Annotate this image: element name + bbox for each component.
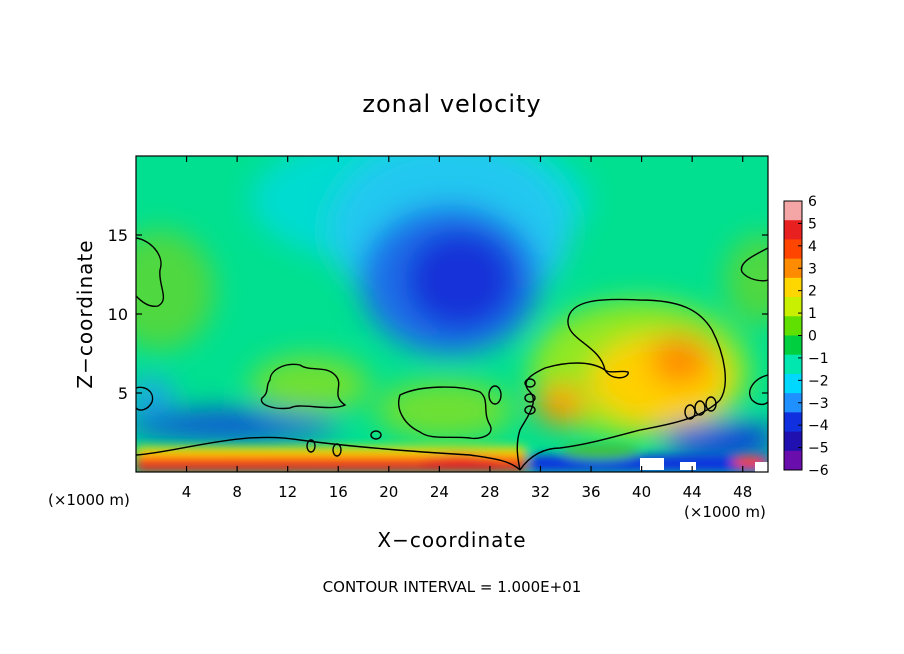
- field-patch: [640, 458, 664, 470]
- x-axis-title: X−coordinate: [377, 528, 526, 552]
- x-tick-label: 40: [632, 483, 651, 501]
- colorbar-label: −4: [808, 418, 829, 434]
- colorbar-label: −2: [808, 373, 829, 389]
- field-patch: [660, 422, 768, 458]
- colorbar-label: 1: [808, 306, 817, 322]
- colorbar-swatch: [784, 201, 802, 221]
- colorbar-label: 3: [808, 261, 817, 277]
- x-unit-label-right: (×1000 m): [684, 503, 766, 521]
- x-tick-label: 44: [683, 483, 702, 501]
- colorbar-swatch: [784, 431, 802, 452]
- field-patch: [535, 385, 585, 425]
- field-patch: [650, 335, 710, 385]
- colorbar-label: −6: [808, 463, 829, 479]
- colorbar-swatch: [784, 450, 802, 471]
- contour-line: [260, 363, 347, 410]
- x-tick-label: 36: [581, 483, 600, 501]
- colorbar-swatch: [784, 316, 802, 336]
- velocity-field: [136, 156, 768, 458]
- colorbar-swatch: [784, 239, 802, 260]
- field-patch: [136, 461, 526, 472]
- y-axis: 5 10 15: [108, 226, 768, 403]
- field-patch: [375, 380, 515, 440]
- field-patch: [755, 462, 768, 472]
- y-tick-label: 15: [108, 226, 128, 245]
- x-tick-label: 28: [480, 483, 499, 501]
- contour-line: [398, 386, 492, 440]
- field-patch: [136, 411, 340, 439]
- contour-line: [136, 386, 154, 411]
- contour-line: [740, 247, 768, 282]
- plot-area: [136, 156, 768, 472]
- colorbar-swatch: [784, 335, 802, 356]
- x-axis: 4 8 12 16 20 24 28 32 36 40 44 48: [182, 156, 752, 501]
- field-patch: [136, 455, 526, 465]
- colorbar-swatch: [784, 258, 802, 279]
- colorbar-swatch: [784, 373, 802, 394]
- contour-line: [306, 439, 316, 453]
- colorbar-label: 0: [808, 329, 817, 345]
- field-patch: [560, 444, 640, 460]
- colorbar-swatch: [784, 393, 802, 413]
- field-patch: [405, 230, 515, 330]
- x-tick-label: 12: [278, 483, 297, 501]
- x-tick-label: 48: [733, 483, 752, 501]
- colorbar: 6 5 4 3 2 1 0 −1 −2 −3 −4 −5 −6: [783, 194, 829, 479]
- contour-line: [136, 237, 165, 308]
- x-tick-label: 16: [329, 483, 348, 501]
- contour-lines: [136, 237, 768, 471]
- x-tick-label: 32: [531, 483, 550, 501]
- colorbar-label: 4: [808, 239, 817, 255]
- x-unit-label-left: (×1000 m): [48, 491, 130, 509]
- x-tick-label: 8: [232, 483, 242, 501]
- colorbar-swatch: [784, 297, 802, 317]
- contour-line: [516, 298, 726, 471]
- colorbar-label: 2: [808, 284, 817, 300]
- contour-line: [136, 436, 521, 471]
- contour-line: [524, 378, 536, 388]
- colorbar-swatch: [784, 354, 802, 375]
- chart-title: zonal velocity: [362, 90, 541, 118]
- contour-line: [684, 404, 696, 420]
- colorbar-label: −1: [808, 351, 829, 367]
- contour-line: [524, 393, 536, 403]
- field-patch: [136, 230, 215, 350]
- colorbar-label: 5: [808, 216, 817, 232]
- y-tick-label: 5: [118, 384, 128, 403]
- field-patch: [420, 454, 500, 470]
- contour-line: [524, 405, 536, 415]
- field-patch: [725, 235, 768, 325]
- colorbar-label: 6: [808, 194, 817, 210]
- contour-line: [694, 400, 706, 416]
- contour-interval-note: CONTOUR INTERVAL = 1.000E+01: [323, 578, 582, 596]
- y-tick-label: 10: [108, 305, 128, 324]
- colorbar-swatch: [784, 220, 802, 240]
- contour-line: [705, 396, 717, 412]
- colorbar-swatch: [784, 412, 802, 433]
- contour-line: [749, 374, 768, 406]
- x-tick-label: 24: [430, 483, 449, 501]
- contour-line: [488, 385, 502, 405]
- field-patch: [136, 380, 175, 410]
- x-tick-label: 4: [182, 483, 192, 501]
- y-axis-title: Z−coordinate: [73, 239, 97, 388]
- colorbar-swatch: [784, 277, 802, 298]
- contour-line: [370, 430, 382, 440]
- x-tick-label: 20: [379, 483, 398, 501]
- field-patch: [680, 462, 696, 470]
- colorbar-label: −3: [808, 396, 829, 412]
- contour-line: [332, 443, 342, 457]
- colorbar-label: −5: [808, 441, 829, 457]
